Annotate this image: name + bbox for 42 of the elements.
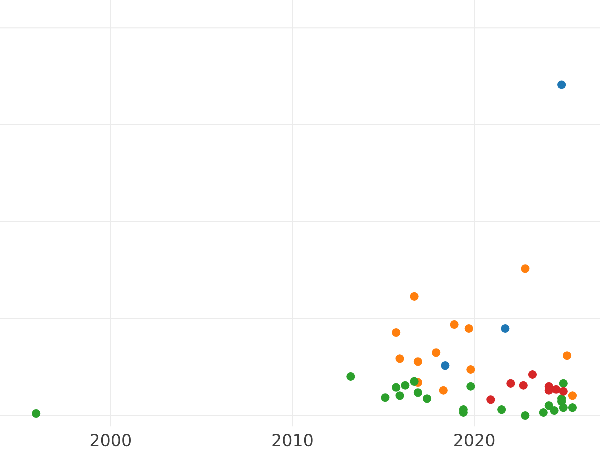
point [401, 381, 410, 390]
point [466, 382, 476, 391]
point [392, 383, 401, 392]
point [32, 410, 41, 418]
point [539, 408, 548, 418]
point [501, 324, 510, 334]
point [423, 394, 432, 404]
point [521, 264, 530, 274]
point [486, 396, 496, 404]
point [544, 402, 554, 410]
point [563, 352, 572, 360]
point [521, 411, 530, 420]
point [410, 377, 419, 386]
point [414, 358, 422, 366]
point [346, 372, 356, 381]
point [568, 392, 577, 400]
x-tick-label: 2020 [454, 434, 495, 447]
point [559, 404, 568, 412]
point [506, 379, 516, 388]
point [528, 370, 538, 380]
point [392, 328, 401, 338]
point [381, 394, 390, 402]
x-tick-label: 2010 [272, 434, 313, 447]
point [559, 387, 568, 396]
point [410, 292, 419, 301]
point [552, 385, 561, 394]
point [498, 406, 506, 414]
point [519, 381, 528, 390]
point [464, 324, 474, 334]
point [396, 392, 404, 400]
point [439, 386, 448, 395]
point [414, 388, 422, 398]
point [432, 348, 441, 358]
x-tick-label: 2000 [90, 434, 131, 447]
point [558, 80, 566, 90]
point [568, 404, 577, 412]
point [550, 406, 559, 416]
point [441, 362, 450, 370]
point [450, 320, 459, 330]
point [396, 354, 404, 364]
point [466, 366, 476, 374]
point [559, 379, 568, 388]
